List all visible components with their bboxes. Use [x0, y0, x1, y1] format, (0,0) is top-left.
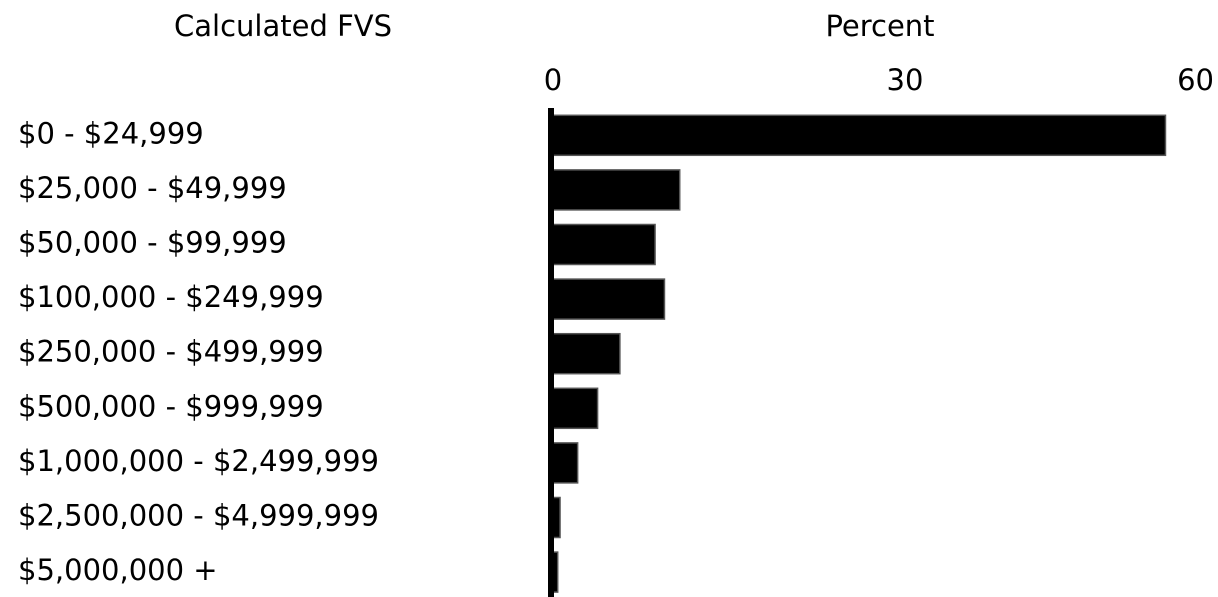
y-tick-label: $250,000 - $499,999 [18, 335, 324, 369]
bar [552, 442, 579, 484]
y-tick-label: $2,500,000 - $4,999,999 [18, 499, 379, 533]
x-tick-label: 30 [887, 63, 924, 97]
bar [552, 496, 561, 539]
y-tick-label: $0 - $24,999 [18, 116, 204, 150]
bar [552, 332, 621, 375]
x-tick-label: 0 [544, 63, 562, 97]
bar [552, 114, 1167, 157]
bar [552, 169, 681, 211]
x-tick-label: 60 [1177, 63, 1214, 97]
y-tick-label: $25,000 - $49,999 [18, 171, 287, 205]
y-tick-label: $5,000,000 + [18, 553, 218, 587]
y-tick-label: $1,000,000 - $2,499,999 [18, 444, 379, 478]
bar [552, 278, 666, 320]
y-tick-label: $50,000 - $99,999 [18, 226, 287, 260]
chart-title: Calculated FVS [174, 9, 392, 43]
bar [552, 223, 656, 266]
x-axis-label: Percent [825, 9, 934, 43]
y-tick-label: $100,000 - $249,999 [18, 280, 324, 314]
bar [552, 387, 599, 430]
y-tick-label: $500,000 - $999,999 [18, 389, 324, 423]
